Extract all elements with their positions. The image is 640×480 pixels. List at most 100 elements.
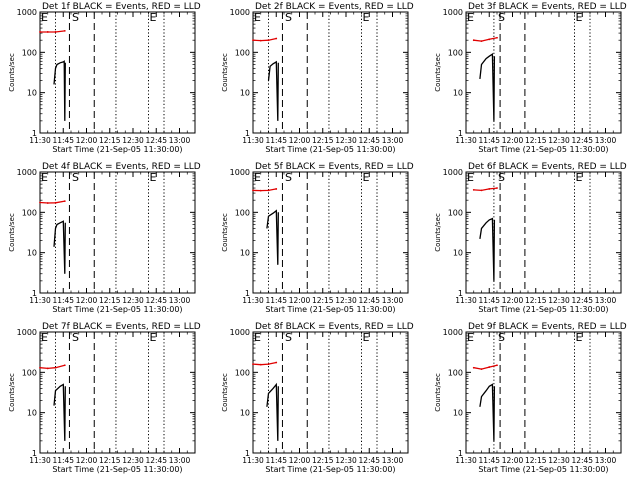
marker-label-S: S [72,331,79,344]
x-tick-label: 12:45 [145,456,167,465]
y-tick-label: 100 [22,208,37,217]
y-axis-label: Counts/sec [8,373,16,412]
detector-panel-5: Det 5f BLACK = Events, RED = LLD 1 10 100 10… [221,162,414,314]
lld-point [496,187,498,189]
x-tick-label: 12:15 [525,456,547,465]
x-tick-label: 12:30 [335,296,357,305]
x-tick-label: 12:00 [502,136,524,145]
lld-point [480,40,483,42]
panel-title: Det 2f BLACK = Events, RED = LLD [255,2,414,12]
x-tick-label: 13:00 [595,136,617,145]
x-tick-label: 12:30 [335,136,357,145]
lld-point [46,367,49,370]
x-tick-label: 11:45 [265,136,287,145]
x-tick-label: 11:45 [478,136,500,145]
detector-panel-8: Det 8f BLACK = Events, RED = LLD 1 10 100 10… [221,322,414,474]
panel-title: Det 1f BLACK = Events, RED = LLD [42,2,201,12]
lld-point [267,363,270,366]
x-tick-label: 11:45 [265,296,287,305]
y-tick-label: 100 [448,368,463,377]
marker-label-start: E [254,331,261,344]
marker-label-start: E [254,171,261,184]
x-tick-label: 11:30 [29,136,51,145]
x-tick-label: 12:15 [99,456,121,465]
y-tick-label: 10 [27,249,37,258]
y-tick-label: 100 [235,208,250,217]
x-tick-label: 13:00 [169,456,191,465]
plot-frame [465,171,622,294]
x-tick-label: 12:00 [289,296,311,305]
x-tick-label: 12:45 [571,456,593,465]
marker-label-start: E [467,171,474,184]
lld-point [472,39,475,42]
series-lld-line [39,200,65,204]
y-tick-label: 100 [448,208,463,217]
lld-point [46,202,49,204]
x-tick-label: 11:30 [242,136,264,145]
panel-title: Det 7f BLACK = Events, RED = LLD [42,322,201,332]
series-lld-line [473,364,498,370]
lld-point [39,201,41,204]
marker-label-start: E [467,11,474,24]
x-tick-label: 12:30 [122,136,144,145]
series-lld-line [252,361,277,366]
x-tick-label: 12:00 [289,136,311,145]
x-tick-label: 12:45 [571,136,593,145]
y-tick-label: 1 [458,449,463,458]
series-events-line [479,383,496,441]
x-tick-label: 11:45 [265,456,287,465]
x-tick-label: 12:00 [76,296,98,305]
y-tick-label: 1000 [443,328,463,337]
detector-panel-1: Det 1f BLACK = Events, RED = LLD 1 10 100 10… [8,2,201,154]
y-tick-label: 10 [453,249,463,258]
x-tick-label: 11:30 [455,296,477,305]
lld-point [63,364,66,367]
x-tick-label: 12:15 [99,296,121,305]
x-tick-label: 12:15 [525,136,547,145]
series-events-line [53,220,66,274]
lld-point [39,31,41,33]
y-tick-label: 1000 [443,168,463,177]
marker-label-end: E [150,11,157,24]
marker-label-end: E [150,331,157,344]
y-tick-label: 10 [453,89,463,98]
lld-point [259,39,262,42]
series-lld-line [39,364,65,370]
x-tick-label: 12:00 [289,456,311,465]
marker-label-S: S [498,331,505,344]
y-tick-label: 1000 [230,168,250,177]
series-lld-line [473,187,498,192]
x-tick-label: 13:00 [169,296,191,305]
y-axis-label: Counts/sec [434,213,442,252]
y-tick-label: 10 [240,249,250,258]
x-tick-label: 13:00 [169,136,191,145]
y-tick-label: 1000 [17,328,37,337]
x-axis-label: Start Time (21-Sep-05 11:30:00) [265,145,395,154]
y-axis-label: Counts/sec [221,373,229,412]
x-tick-label: 11:30 [455,136,477,145]
x-tick-label: 12:00 [502,296,524,305]
lld-point [259,363,262,366]
marker-label-S: S [498,11,505,24]
marker-label-end: E [576,11,583,24]
series-events-line [266,209,279,265]
lld-point [275,188,278,190]
lld-point [472,366,475,369]
lld-point [488,188,491,190]
y-axis-label: Counts/sec [221,53,229,92]
y-tick-label: 10 [27,89,37,98]
x-tick-label: 11:45 [478,456,500,465]
marker-label-end: E [576,331,583,344]
lld-point [46,31,49,33]
x-tick-label: 12:15 [312,456,334,465]
marker-label-start: E [41,171,48,184]
series-events-line [266,382,279,441]
series-lld-line [252,37,277,42]
x-axis-label: Start Time (21-Sep-05 11:30:00) [265,305,395,314]
lld-point [480,368,483,371]
lld-point [496,364,498,367]
x-axis-label: Start Time (21-Sep-05 11:30:00) [52,145,182,154]
x-tick-label: 13:00 [595,456,617,465]
y-tick-label: 1000 [230,8,250,17]
detector-panel-4: Det 4f BLACK = Events, RED = LLD 1 10 100 10… [8,162,201,314]
